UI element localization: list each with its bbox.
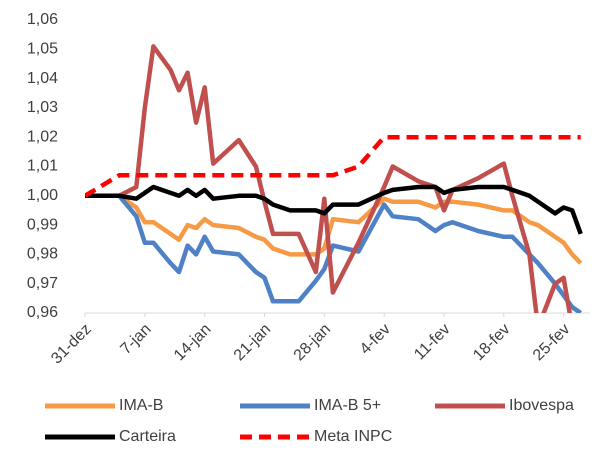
x-tick-label: 14-jan [171,321,214,364]
y-tick-label: 0,96 [27,304,58,321]
x-tick-label: 21-jan [231,321,274,364]
y-tick-label: 1,00 [27,187,58,204]
x-tick-label: 18-fev [470,321,513,364]
x-tick-label: 25-fev [530,321,573,364]
y-tick-label: 0,98 [27,246,58,263]
plot-area [85,44,583,313]
series-line [85,193,582,313]
series-line [85,44,572,313]
series-line [85,134,581,198]
x-tick-label: 31-dez [48,321,95,368]
x-tick-label: 11-fev [411,321,454,364]
y-tick-label: 1,02 [27,128,58,145]
y-tick-label: 0,99 [27,216,58,233]
legend-label: Carteira [119,428,176,445]
y-tick-label: 1,01 [27,158,58,175]
x-tick-label: 28-jan [291,321,334,364]
x-tick-label: 7-jan [117,321,154,358]
y-tick-label: 0,97 [27,275,58,292]
legend-label: IMA-B 5+ [314,397,381,414]
y-tick-label: 1,06 [27,11,58,28]
series-line [85,184,583,235]
y-tick-label: 1,03 [27,99,58,116]
legend-label: Ibovespa [509,397,574,414]
legend-label: IMA-B [119,397,163,414]
x-tick-label: 4-fev [357,321,394,358]
y-tick-label: 1,04 [27,70,58,87]
legend-label: Meta INPC [314,428,392,445]
y-tick-label: 1,05 [27,41,58,58]
